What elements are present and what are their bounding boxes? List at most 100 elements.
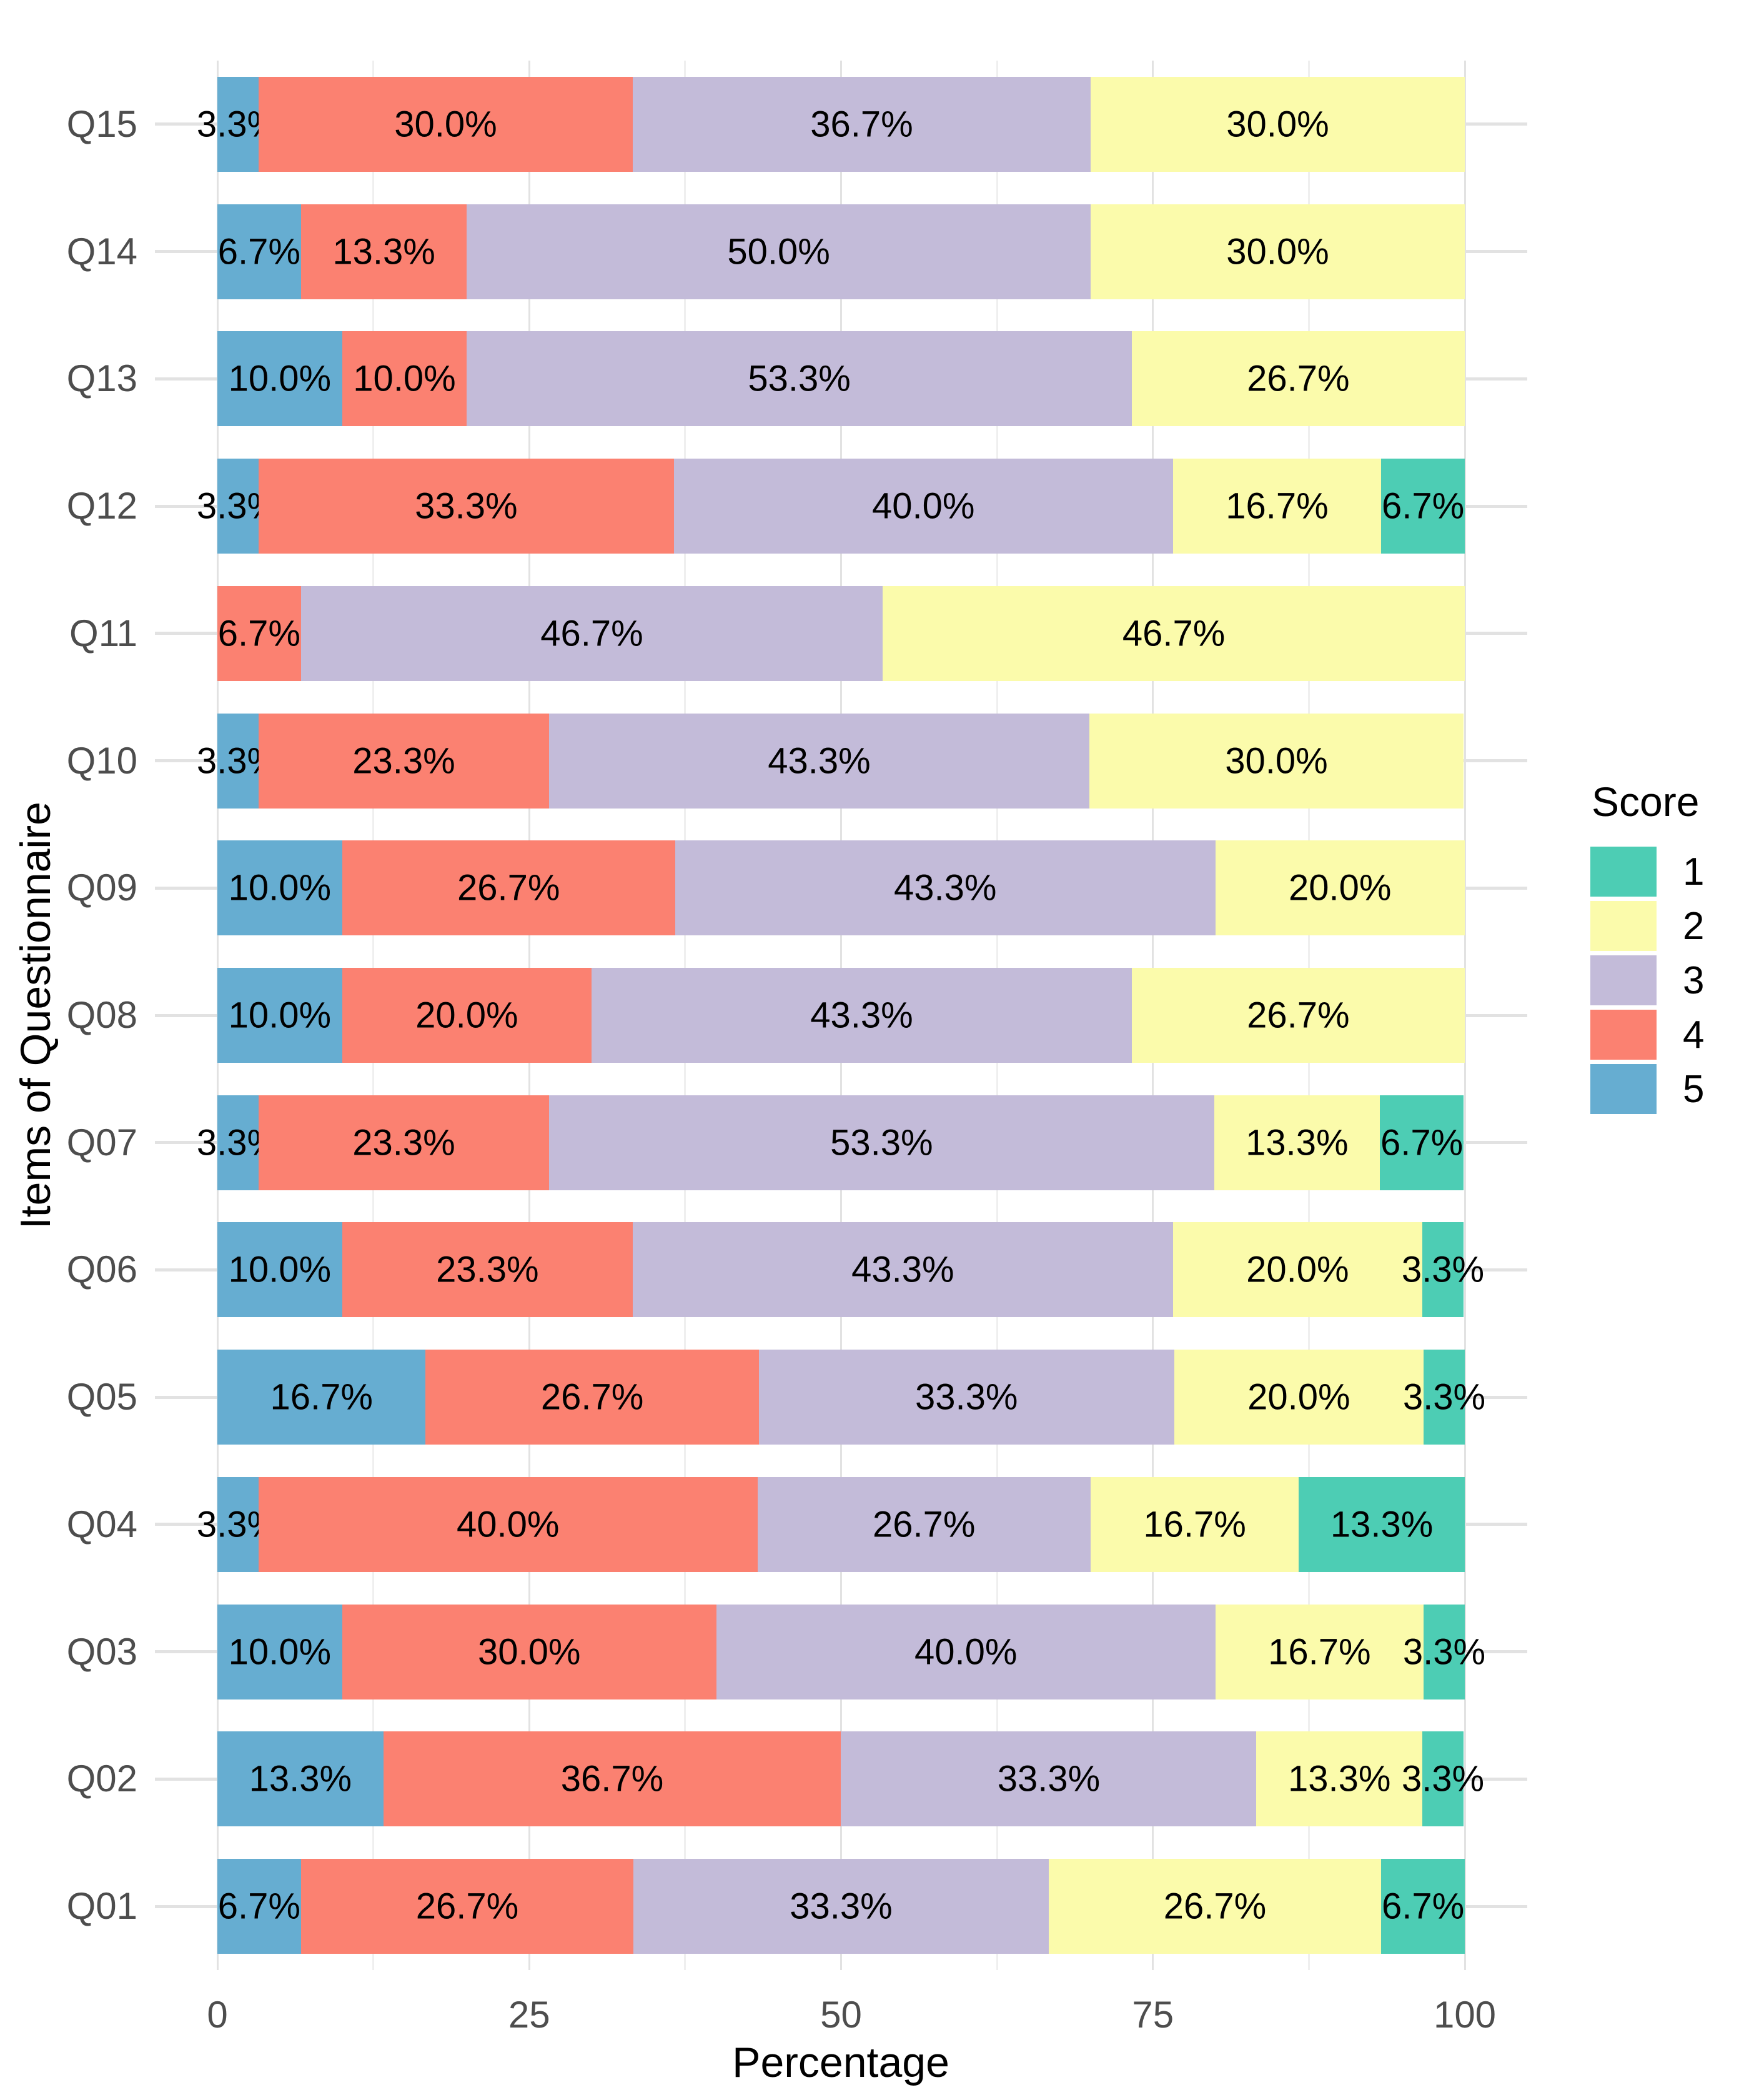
y-tick-label-Q14: Q14	[66, 230, 137, 272]
legend-item-score-4: 4	[1590, 1010, 1704, 1060]
bar-segment-label: 20.0%	[1246, 1249, 1349, 1290]
y-tick-label-Q04: Q04	[66, 1503, 137, 1545]
legend-item-score-1: 1	[1590, 847, 1704, 897]
bar-segment-score-3: 43.3%	[632, 1222, 1173, 1318]
bar-segment-label: 40.0%	[872, 485, 975, 527]
bar-segment-label: 23.3%	[352, 740, 455, 782]
bar-row-Q05: 16.7% 26.7% 33.3% 20.0% 3.3%	[217, 1350, 1485, 1445]
y-tick-label-Q10: Q10	[66, 739, 137, 782]
x-axis-title: Percentage	[732, 2039, 949, 2086]
bar-segment-label: 30.0%	[478, 1631, 581, 1673]
bar-segment-label: 6.7%	[1382, 1886, 1465, 1927]
bar-segment-label: 26.7%	[1247, 995, 1350, 1036]
bar-segment-score-5: 3.3%	[197, 76, 279, 172]
x-tick-label: 50	[820, 1994, 862, 2036]
bar-segment-label: 6.7%	[217, 613, 300, 654]
bar-segment-label: 43.3%	[893, 867, 997, 908]
bar-segment-score-3: 53.3%	[467, 331, 1132, 427]
bar-segment-label: 30.0%	[1226, 231, 1329, 272]
bar-segment-score-2: 26.7%	[1131, 968, 1465, 1063]
y-tick-label-Q06: Q06	[66, 1248, 137, 1291]
bar-segment-score-5: 3.3%	[197, 1476, 279, 1572]
bar-segment-label: 36.7%	[560, 1758, 664, 1799]
bar-segment-label: 3.3%	[1402, 1376, 1486, 1418]
bar-segment-label: 40.0%	[914, 1631, 1018, 1673]
bar-segment-label: 6.7%	[1381, 485, 1465, 527]
plot-panel: 3.3% 30.0% 36.7% 30.0% 6.7% 13.3% 50.0% 30.0% 10…	[155, 61, 1527, 1970]
bar-segment-score-4: 40.0%	[258, 1476, 758, 1572]
legend-key-swatch	[1590, 1064, 1657, 1114]
bar-segment-score-5: 3.3%	[197, 713, 279, 809]
bar-segment-score-2: 16.7%	[1215, 1604, 1424, 1699]
bar-segment-label: 53.3%	[830, 1122, 933, 1163]
bar-segment-score-4: 30.0%	[258, 76, 633, 172]
bar-segment-label: 46.7%	[540, 613, 643, 654]
bar-segment-score-2: 13.3%	[1256, 1731, 1423, 1827]
bar-segment-label: 6.7%	[217, 231, 300, 272]
bar-row-Q06: 10.0% 23.3% 43.3% 20.0% 3.3%	[217, 1222, 1484, 1318]
bar-segment-score-5: 13.3%	[217, 1731, 384, 1827]
bar-segment-score-5: 6.7%	[217, 204, 301, 299]
bar-segment-score-2: 30.0%	[1090, 76, 1465, 172]
bar-segment-score-4: 33.3%	[258, 459, 674, 554]
bar-segment-label: 10.0%	[353, 358, 456, 399]
bar-segment-label: 10.0%	[228, 995, 332, 1036]
bar-segment-score-4: 10.0%	[342, 331, 467, 427]
y-tick-label-Q05: Q05	[66, 1376, 137, 1418]
y-tick-label-Q11: Q11	[69, 612, 137, 654]
bar-segment-score-4: 23.3%	[342, 1222, 633, 1318]
bar-segment-score-3: 33.3%	[841, 1731, 1257, 1827]
bar-row-Q15: 3.3% 30.0% 36.7% 30.0%	[197, 76, 1465, 172]
bar-segment-score-5: 16.7%	[217, 1350, 426, 1445]
bar-segment-label: 6.7%	[1380, 1122, 1464, 1163]
bar-segment-score-5: 6.7%	[217, 1859, 301, 1954]
bar-segment-label: 33.3%	[914, 1376, 1018, 1418]
bar-row-Q12: 3.3% 33.3% 40.0% 16.7% 6.7%	[197, 459, 1465, 554]
bar-row-Q09: 10.0% 26.7% 43.3% 20.0%	[217, 840, 1465, 936]
y-tick-label-Q02: Q02	[66, 1758, 137, 1800]
bar-segment-label: 30.0%	[394, 104, 497, 145]
bar-segment-score-4: 23.3%	[258, 1095, 550, 1190]
bar-segment-label: 20.0%	[1289, 867, 1392, 908]
bar-segment-score-2: 16.7%	[1172, 459, 1382, 554]
bar-segment-score-2: 20.0%	[1172, 1222, 1423, 1318]
bar-segment-score-2: 13.3%	[1214, 1095, 1380, 1190]
bar-segment-score-1: 6.7%	[1381, 1859, 1465, 1954]
bar-segment-label: 30.0%	[1226, 104, 1329, 145]
bar-segment-label: 23.3%	[436, 1249, 539, 1290]
x-tick-label: 25	[508, 1994, 550, 2036]
bar-segment-score-5: 10.0%	[217, 1604, 342, 1699]
bar-segment-label: 10.0%	[228, 358, 332, 399]
bar-segment-label: 13.3%	[332, 231, 435, 272]
y-tick-label-Q15: Q15	[66, 102, 137, 145]
bar-segment-score-2: 26.7%	[1048, 1859, 1382, 1954]
bar-segment-score-5: 10.0%	[217, 1222, 342, 1318]
x-tick-label: 75	[1132, 1994, 1174, 2036]
bar-segment-label: 43.3%	[810, 995, 913, 1036]
legend-key-swatch	[1590, 955, 1657, 1005]
legend-item-score-2: 2	[1590, 901, 1704, 951]
legend-key-swatch	[1590, 1010, 1657, 1060]
bar-segment-score-4: 30.0%	[342, 1604, 716, 1699]
bar-segment-label: 33.3%	[415, 485, 518, 527]
bar-segment-score-5: 3.3%	[197, 459, 279, 554]
bar-segment-label: 20.0%	[415, 995, 518, 1036]
bar-segment-score-3: 43.3%	[549, 713, 1089, 809]
bar-segment-score-5: 10.0%	[217, 968, 342, 1063]
bar-segment-score-3: 26.7%	[757, 1476, 1091, 1572]
bar-segment-label: 26.7%	[1163, 1886, 1267, 1927]
y-tick-label-Q12: Q12	[66, 485, 137, 527]
bar-segment-label: 13.3%	[1330, 1504, 1434, 1545]
y-tick-label-Q07: Q07	[66, 1121, 137, 1163]
bar-segment-score-4: 26.7%	[342, 840, 675, 936]
bar-segment-label: 26.7%	[457, 867, 560, 908]
bar-segment-label: 6.7%	[217, 1886, 300, 1927]
bar-segment-score-3: 40.0%	[673, 459, 1173, 554]
legend-item-label: 1	[1683, 850, 1705, 893]
bar-row-Q01: 6.7% 26.7% 33.3% 26.7% 6.7%	[217, 1859, 1465, 1954]
bar-segment-label: 26.7%	[415, 1886, 519, 1927]
bar-segment-label: 53.3%	[748, 358, 851, 399]
bar-row-Q02: 13.3% 36.7% 33.3% 13.3% 3.3%	[217, 1731, 1484, 1827]
bar-segment-score-3: 33.3%	[758, 1350, 1174, 1445]
